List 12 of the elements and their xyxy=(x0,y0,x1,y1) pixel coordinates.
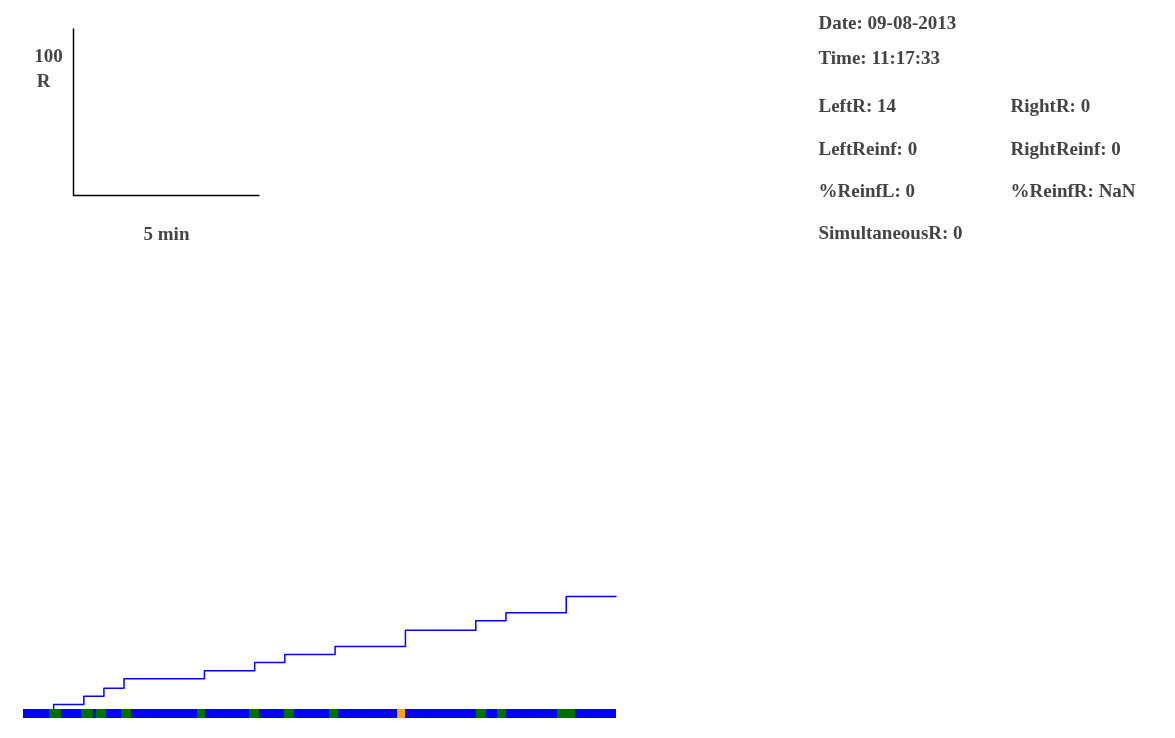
text: %ReinfL: 0 xyxy=(818,180,916,201)
text: %ReinfR: NaN xyxy=(1010,180,1136,201)
text: LeftReinf: 0 xyxy=(818,138,918,159)
text: Date: 09-08-2013 xyxy=(818,12,957,33)
text: 5 min xyxy=(143,223,190,244)
text: R xyxy=(36,70,51,91)
text: 100 xyxy=(34,45,63,66)
text: LeftR: 14 xyxy=(818,95,897,116)
text: RightReinf: 0 xyxy=(1010,138,1121,159)
text: SimultaneousR: 0 xyxy=(818,222,963,243)
text: RightR: 0 xyxy=(1010,95,1091,116)
text: Time: 11:17:33 xyxy=(818,47,941,68)
